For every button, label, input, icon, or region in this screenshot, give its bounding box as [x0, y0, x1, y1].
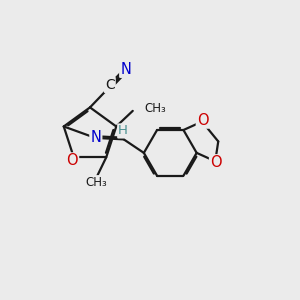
Text: N: N: [90, 130, 101, 146]
Text: O: O: [67, 153, 78, 168]
Text: N: N: [120, 62, 131, 77]
Text: C: C: [105, 78, 115, 92]
Text: O: O: [210, 155, 222, 170]
Text: H: H: [118, 124, 128, 137]
Text: CH₃: CH₃: [86, 176, 107, 189]
Text: O: O: [197, 112, 208, 128]
Text: CH₃: CH₃: [144, 102, 166, 115]
